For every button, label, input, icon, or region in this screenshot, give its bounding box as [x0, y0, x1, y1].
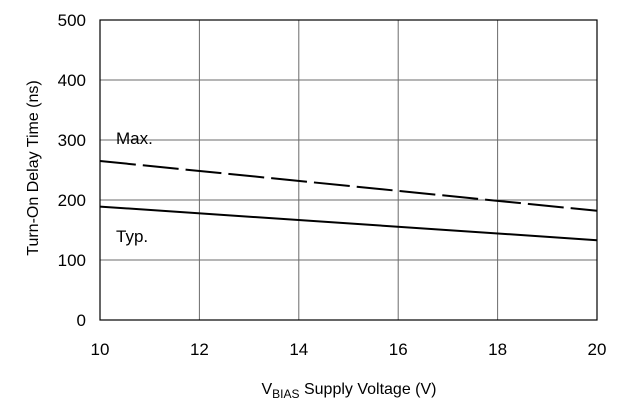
y-tick-label: 400 — [58, 71, 86, 90]
y-tick-label: 200 — [58, 191, 86, 210]
series-label-max: Max. — [116, 129, 153, 148]
y-axis-label: Turn-On Delay Time (ns) — [25, 80, 42, 255]
grid — [99, 19, 598, 321]
x-axis-label: VBIAS Supply Voltage (V) — [262, 381, 437, 401]
x-tick-label: 14 — [289, 340, 308, 359]
y-tick-label: 500 — [58, 11, 86, 30]
y-tick-label: 0 — [77, 311, 86, 330]
x-tick-label: 18 — [488, 340, 507, 359]
x-axis-label-subscript: BIAS — [272, 387, 299, 401]
y-tick-label: 300 — [58, 131, 86, 150]
x-tick-label: 20 — [588, 340, 607, 359]
x-tick-label: 10 — [91, 340, 110, 359]
x-tick-label: 12 — [190, 340, 209, 359]
x-axis-label-main: V — [262, 381, 273, 398]
x-axis-label-rest: Supply Voltage (V) — [300, 381, 437, 398]
plot-frame — [99, 19, 598, 321]
series-layer — [99, 160, 598, 242]
series-line-typ — [99, 205, 598, 242]
series-line-max — [99, 160, 598, 212]
y-tick-label: 100 — [58, 251, 86, 270]
series-label-typ: Typ. — [116, 227, 148, 246]
x-tick-label: 16 — [389, 340, 408, 359]
